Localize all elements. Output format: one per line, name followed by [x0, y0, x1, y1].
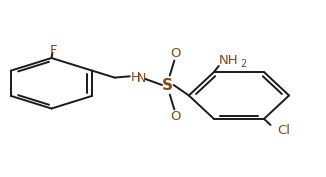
Text: Cl: Cl: [277, 124, 290, 137]
Text: N: N: [137, 72, 146, 85]
Text: F: F: [49, 44, 57, 57]
Text: S: S: [162, 78, 173, 93]
Text: NH: NH: [219, 54, 238, 67]
Text: H: H: [131, 71, 140, 84]
Text: O: O: [171, 47, 181, 60]
Text: 2: 2: [241, 59, 247, 69]
Text: O: O: [171, 110, 181, 123]
